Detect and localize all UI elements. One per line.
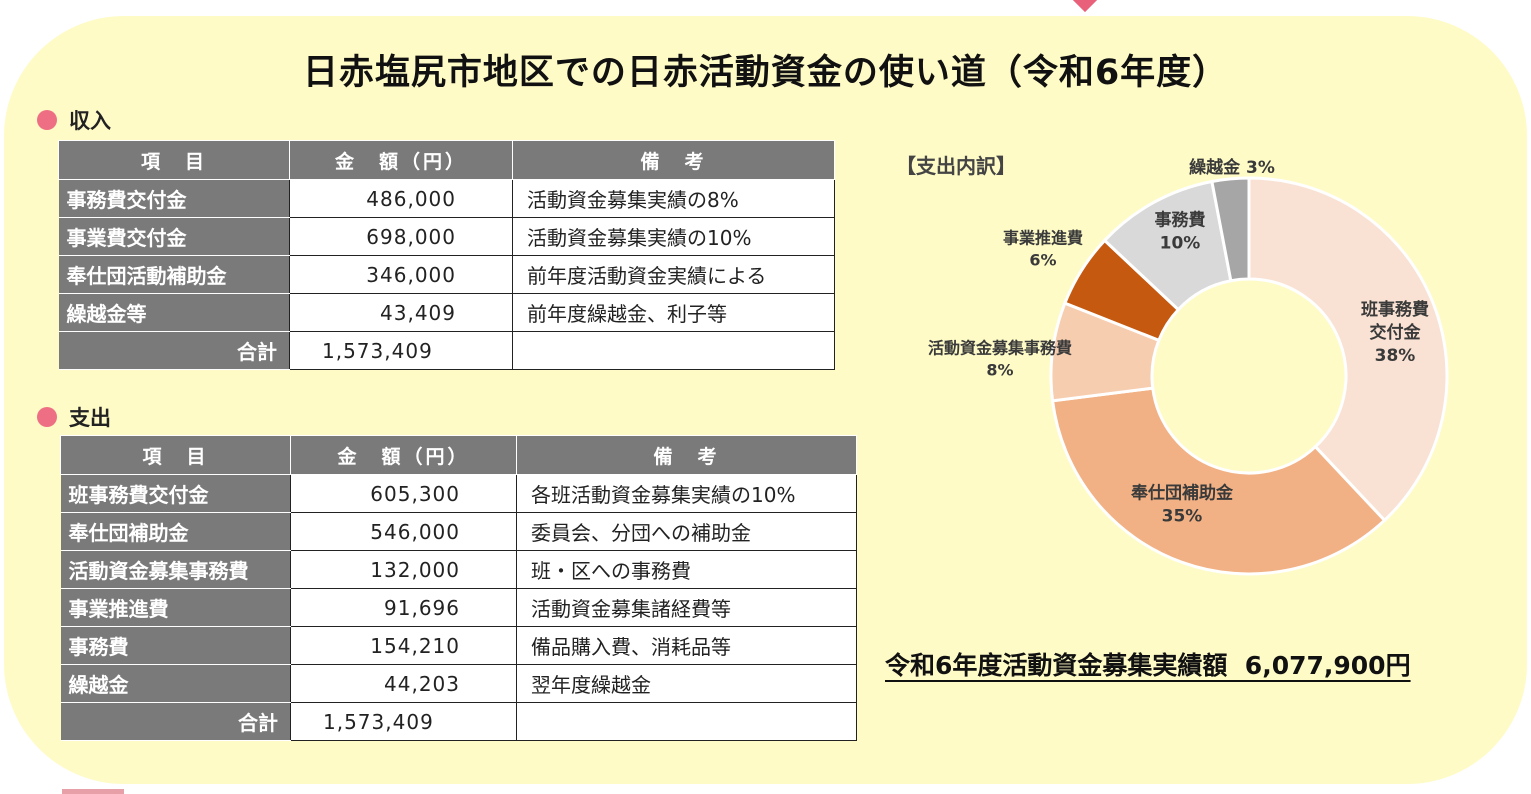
table-row: 班事務費交付金 605,300 各班活動資金募集実績の10% — [60, 474, 857, 513]
slice-label: 38% — [1375, 346, 1416, 366]
row-note: 前年度繰越金、利子等 — [512, 293, 835, 332]
slice-label: 6% — [1029, 251, 1056, 270]
header-amount: 金 額（円） — [289, 140, 513, 180]
slice-label: 活動資金募集事務費 — [928, 339, 1072, 358]
slice-label: 事務費 — [1155, 210, 1206, 231]
table-row: 活動資金募集事務費 132,000 班・区への事務費 — [60, 550, 857, 589]
donut-slice — [1050, 386, 1387, 576]
row-amount: 546,000 — [290, 512, 517, 551]
row-amount: 132,000 — [290, 550, 517, 589]
row-note: 活動資金募集諸経費等 — [516, 588, 857, 627]
slice-label: 8% — [986, 361, 1013, 380]
expense-heading: 支出 — [37, 402, 111, 432]
bottom-marker — [62, 789, 124, 794]
table-row: 事業推進費 91,696 活動資金募集諸経費等 — [60, 588, 857, 627]
row-item: 事務費交付金 — [58, 179, 290, 218]
row-item: 事務費 — [60, 626, 291, 665]
row-note: 活動資金募集実績の10% — [512, 217, 835, 256]
expense-heading-label: 支出 — [69, 406, 111, 430]
total-note — [512, 331, 835, 370]
expense-table: 項 目 金 額（円） 備 考 班事務費交付金 605,300 各班活動資金募集実… — [60, 435, 857, 741]
slice-label: 繰越金 3% — [1189, 157, 1275, 178]
row-item: 事業推進費 — [60, 588, 291, 627]
bullet-dot-icon — [37, 407, 57, 427]
fundraising-summary: 令和6年度活動資金募集実績額 6,077,900円 — [885, 651, 1411, 680]
slice-label: 班事務費 — [1361, 299, 1429, 320]
row-item: 事業費交付金 — [58, 217, 290, 256]
row-note: 備品購入費、消耗品等 — [516, 626, 857, 665]
slice-label: 奉仕団補助金 — [1130, 483, 1234, 504]
slice-label: 35% — [1162, 507, 1203, 527]
row-item: 活動資金募集事務費 — [60, 550, 291, 589]
income-heading-label: 収入 — [69, 109, 111, 133]
header-item: 項 目 — [58, 140, 290, 180]
total-label: 合計 — [58, 331, 290, 370]
row-amount: 605,300 — [290, 474, 517, 513]
page-title: 日赤塩尻市地区での日赤活動資金の使い道（令和6年度） — [302, 53, 1229, 93]
row-note: 各班活動資金募集実績の10% — [516, 474, 857, 513]
header-note: 備 考 — [512, 140, 835, 180]
donut-slice — [1210, 176, 1251, 283]
income-table: 項 目 金 額（円） 備 考 事務費交付金 486,000 活動資金募集実績の8… — [58, 140, 835, 370]
table-row: 奉仕団補助金 546,000 委員会、分団への補助金 — [60, 512, 857, 551]
total-amount: 1,573,409 — [290, 702, 517, 741]
slice-label: 事業推進費 — [1003, 229, 1083, 248]
table-header-row: 項 目 金 額（円） 備 考 — [58, 140, 835, 180]
row-amount: 486,000 — [289, 179, 513, 218]
header-note: 備 考 — [516, 435, 857, 475]
row-item: 繰越金 — [60, 664, 291, 703]
table-row: 事務費交付金 486,000 活動資金募集実績の8% — [58, 179, 835, 218]
row-item: 繰越金等 — [58, 293, 290, 332]
row-note: 翌年度繰越金 — [516, 664, 857, 703]
total-note — [516, 702, 857, 741]
table-row: 事務費 154,210 備品購入費、消耗品等 — [60, 626, 857, 665]
header-amount: 金 額（円） — [290, 435, 517, 475]
donut-slice — [1247, 176, 1449, 523]
row-item: 奉仕団活動補助金 — [58, 255, 290, 294]
total-row: 合計 1,573,409 — [58, 331, 835, 370]
table-header-row: 項 目 金 額（円） 備 考 — [60, 435, 857, 475]
slice-label: 交付金 — [1370, 322, 1422, 343]
row-amount: 154,210 — [290, 626, 517, 665]
chart-title: 【支出内訳】 — [896, 154, 1016, 178]
bullet-dot-icon — [37, 110, 57, 130]
total-row: 合計 1,573,409 — [60, 702, 857, 741]
row-note: 班・区への事務費 — [516, 550, 857, 589]
slice-label: 10% — [1160, 234, 1201, 254]
total-amount: 1,573,409 — [289, 331, 513, 370]
income-heading: 収入 — [37, 105, 111, 135]
row-item: 班事務費交付金 — [60, 474, 291, 513]
row-note: 活動資金募集実績の8% — [512, 179, 835, 218]
total-label: 合計 — [60, 702, 291, 741]
row-item: 奉仕団補助金 — [60, 512, 291, 551]
row-amount: 346,000 — [289, 255, 513, 294]
table-row: 事業費交付金 698,000 活動資金募集実績の10% — [58, 217, 835, 256]
row-note: 委員会、分団への補助金 — [516, 512, 857, 551]
row-amount: 698,000 — [289, 217, 513, 256]
header-item: 項 目 — [60, 435, 291, 475]
